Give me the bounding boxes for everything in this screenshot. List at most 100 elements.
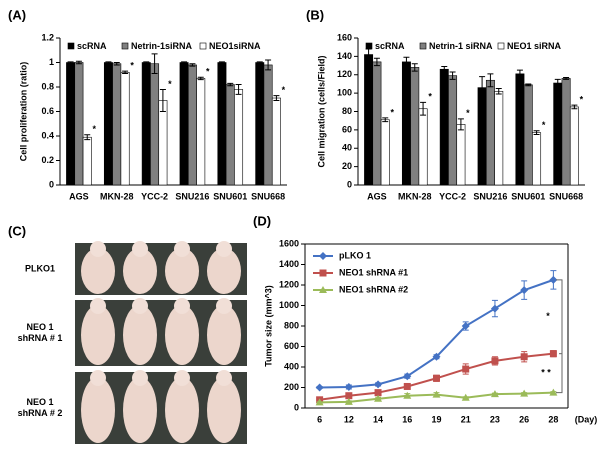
error-bar <box>373 57 380 67</box>
mouse-head <box>132 370 148 386</box>
error-bar <box>487 73 494 88</box>
legend-swatch <box>199 42 207 50</box>
y-tick-label: 40 <box>342 143 352 153</box>
error-bar <box>67 61 74 64</box>
bar <box>494 90 504 186</box>
x-tick-label: 14 <box>373 414 383 424</box>
annotation: * <box>546 311 550 321</box>
mouse <box>123 305 157 365</box>
mouse-head <box>216 298 232 314</box>
y-tick-label: 200 <box>284 382 299 392</box>
error-bar <box>420 101 427 116</box>
error-bar <box>516 69 523 79</box>
bar <box>234 89 244 186</box>
error-bar <box>554 78 561 88</box>
y-tick-label: 140 <box>337 51 352 61</box>
error-bar <box>227 82 234 87</box>
error-bar <box>122 70 129 75</box>
x-tick-label: 26 <box>519 414 529 424</box>
error-bar <box>75 60 82 65</box>
bar <box>410 67 420 186</box>
mouse <box>81 377 115 443</box>
bar <box>217 62 227 186</box>
significance-marker: * <box>580 94 584 104</box>
legend-label: NEO1siRNA <box>209 41 261 51</box>
error-bar <box>273 95 280 101</box>
point <box>403 382 411 390</box>
point <box>520 353 528 361</box>
y-tick-label: 0.8 <box>41 81 54 91</box>
bar <box>553 82 563 186</box>
y-axis-title: Tumor size (mm^3) <box>263 285 273 367</box>
mouse <box>165 305 199 365</box>
point <box>491 357 499 365</box>
x-tick-label: 12 <box>344 414 354 424</box>
error-bar <box>235 84 242 95</box>
x-tick-label: AGS <box>367 191 387 201</box>
mouse-head <box>174 298 190 314</box>
bar <box>271 97 281 186</box>
significance-marker: * <box>390 107 394 117</box>
x-tick-label: YCC-2 <box>439 191 466 201</box>
significance-marker: * <box>92 124 96 134</box>
y-tick-label: 20 <box>342 161 352 171</box>
row-label: PLKO1 <box>25 263 55 273</box>
y-tick-label: 120 <box>337 69 352 79</box>
mouse <box>207 248 241 294</box>
panel-label: (B) <box>306 7 324 22</box>
x-tick-label: MKN-28 <box>398 191 432 201</box>
error-bar <box>411 63 418 72</box>
y-axis-title: Cell proliferation (ratio) <box>18 62 28 162</box>
point <box>345 392 353 400</box>
x-tick-label: SNU216 <box>473 191 507 201</box>
bracket <box>556 279 563 394</box>
row-label: shRNA # 2 <box>18 408 63 418</box>
significance-marker: * <box>206 67 210 77</box>
row-label: shRNA # 1 <box>18 333 63 343</box>
bar <box>372 61 382 186</box>
x-tick-label: 6 <box>317 414 322 424</box>
bar <box>380 119 390 186</box>
bar <box>477 87 487 186</box>
significance-marker: * <box>282 85 286 95</box>
mouse <box>207 377 241 443</box>
mouse <box>165 377 199 443</box>
x-axis-title: (Day) <box>575 414 598 424</box>
point <box>432 352 441 361</box>
x-tick-label: YCC-2 <box>141 191 168 201</box>
point <box>549 350 557 358</box>
error-bar <box>105 61 112 64</box>
bar <box>141 62 151 186</box>
error-bar <box>143 61 150 64</box>
mouse-head <box>90 298 106 314</box>
y-tick-label: 1400 <box>279 259 299 269</box>
error-bar <box>403 56 410 67</box>
y-tick-label: 1600 <box>279 238 299 248</box>
y-tick-label: 400 <box>284 361 299 371</box>
x-tick-label: 28 <box>548 414 558 424</box>
bar <box>456 124 466 186</box>
point <box>461 393 470 401</box>
point <box>520 286 529 295</box>
mouse-head <box>90 370 106 386</box>
y-tick-label: 800 <box>284 320 299 330</box>
error-bar <box>197 76 204 81</box>
x-tick-label: SNU216 <box>175 191 209 201</box>
bar <box>103 62 113 186</box>
legend-marker <box>319 286 327 293</box>
x-tick-label: 16 <box>402 414 412 424</box>
legend-label: Netrin-1siRNA <box>131 41 193 51</box>
y-tick-label: 1200 <box>279 279 299 289</box>
legend-label: scRNA <box>375 41 405 51</box>
point <box>374 394 383 402</box>
bar <box>263 64 273 186</box>
error-bar <box>525 83 532 87</box>
bar <box>225 84 235 186</box>
x-tick-label: AGS <box>69 191 89 201</box>
x-tick-label: MKN-28 <box>100 191 134 201</box>
error-bar <box>441 65 448 73</box>
y-tick-label: 0.2 <box>41 155 54 165</box>
legend-swatch <box>419 42 427 50</box>
bar <box>255 62 265 186</box>
